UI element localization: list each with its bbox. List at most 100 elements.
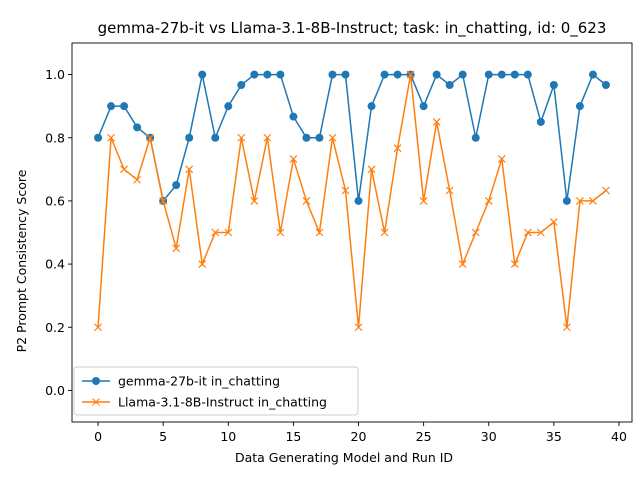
data-point [367,165,376,174]
y-tick-label: 0.8 [45,130,65,145]
data-point [107,102,116,111]
x-axis-label: Data Generating Model and Run ID [235,450,453,465]
data-point [237,81,246,90]
data-point [120,102,129,111]
y-axis: 0.0 0.2 0.4 0.6 0.8 1.0 [45,67,72,398]
data-point [107,133,115,142]
plot-area [94,70,610,332]
data-point [146,133,155,142]
data-point [302,133,311,142]
data-point [224,228,233,237]
data-point [328,70,337,79]
data-point [185,133,194,142]
data-point [302,196,311,205]
data-point [289,112,298,121]
data-point [289,154,298,163]
data-point [588,70,597,79]
data-point [250,196,259,205]
data-point [406,70,415,79]
y-tick-label: 0.6 [45,193,65,208]
data-point [367,102,376,111]
data-point [172,244,181,253]
data-point [510,260,519,269]
data-point [328,133,337,142]
x-axis: 0 5 10 15 20 25 30 35 40 [94,422,627,444]
data-point [484,70,493,79]
data-point [341,70,350,79]
series-line-0 [97,73,607,203]
data-point [432,70,441,79]
x-tick-label: 5 [159,429,167,444]
legend-marker [92,377,100,385]
data-point [458,70,467,79]
y-tick-label: 1.0 [45,67,65,82]
x-tick-label: 10 [220,429,236,444]
data-point [315,133,324,142]
data-point [497,70,506,79]
data-point [263,133,272,142]
series-1 [94,70,610,332]
data-point [133,175,142,184]
data-point [315,228,324,237]
data-point [94,323,102,332]
plot-frame [71,42,633,423]
data-point [601,81,610,90]
series-0 [94,70,610,205]
data-point [536,117,545,126]
data-point [224,102,233,111]
data-point [523,70,532,79]
data-point [562,323,571,332]
y-tick-label: 0.4 [45,257,65,272]
legend-marker [92,398,100,406]
x-tick-label: 15 [285,429,301,444]
data-point [198,70,207,79]
x-tick-label: 40 [611,429,627,444]
data-point [536,228,545,237]
data-point [159,196,168,205]
data-point [341,186,350,195]
data-point [445,81,454,90]
y-tick-label: 0.2 [45,320,65,335]
data-point [419,102,428,111]
legend-item-0: gemma-27b-it in_chatting [82,374,280,389]
data-point [276,228,285,237]
y-axis-label: P2 Prompt Consistency Score [14,169,29,352]
data-point [250,70,259,79]
data-point [380,70,389,79]
x-tick-label: 0 [94,429,102,444]
data-point [354,196,363,205]
data-point [549,218,558,227]
data-point [445,186,454,195]
data-point [120,165,129,174]
x-tick-label: 20 [351,429,367,444]
data-point [380,228,389,237]
legend: gemma-27b-it in_chatting Llama-3.1-8B-Ins… [73,366,359,416]
data-point [263,70,272,79]
x-tick-label: 30 [481,429,497,444]
legend-label: gemma-27b-it in_chatting [118,374,280,389]
data-point [575,196,584,205]
data-point [562,196,571,205]
series-line-1 [97,74,607,328]
data-point [523,228,532,237]
data-point [185,165,194,174]
data-point [484,196,493,205]
data-point [172,181,181,190]
data-point [94,133,103,142]
legend-box [73,366,359,416]
data-point [237,133,246,142]
data-point [133,123,142,132]
legend-item-1: Llama-3.1-8B-Instruct in_chatting [82,395,327,410]
data-point [432,118,441,126]
data-point [471,133,480,142]
data-point [589,196,597,205]
x-tick-label: 35 [546,429,562,444]
data-point [198,260,207,269]
data-point [354,323,363,332]
legend-label: Llama-3.1-8B-Instruct in_chatting [118,395,327,410]
chart-title: gemma-27b-it vs Llama-3.1-8B-Instruct; t… [98,19,607,38]
data-point [393,70,402,79]
data-point [497,154,506,163]
data-point [575,102,584,111]
